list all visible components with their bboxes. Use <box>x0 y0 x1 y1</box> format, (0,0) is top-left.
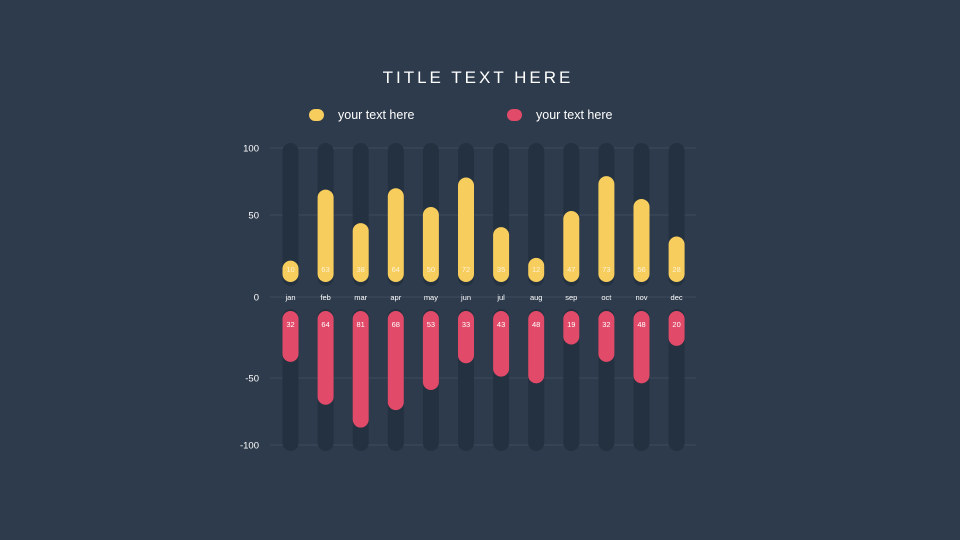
data-label-series-1: 64 <box>392 265 400 274</box>
data-label-series-2: 33 <box>462 320 470 329</box>
data-label-series-1: 47 <box>567 265 575 274</box>
chart-title: TITLE TEXT HERE <box>382 68 574 87</box>
data-label-series-1: 56 <box>637 265 645 274</box>
bar-series-1 <box>528 257 545 282</box>
data-label-series-1: 50 <box>427 265 435 274</box>
data-label-series-2: 19 <box>567 320 575 329</box>
bar-series-1 <box>493 227 510 282</box>
bar-series-2 <box>598 311 615 362</box>
bar-series-1 <box>563 211 580 282</box>
bar-series-2 <box>458 311 474 364</box>
data-label-series-2: 43 <box>497 320 505 329</box>
data-label-series-1: 28 <box>672 265 680 274</box>
data-label-series-2: 48 <box>637 320 645 329</box>
bar-track-upper <box>528 143 545 286</box>
y-tick-label: -100 <box>240 441 259 452</box>
data-label-series-2: 81 <box>357 320 365 329</box>
x-tick-label: mar <box>354 293 367 302</box>
bar-series-1 <box>633 198 650 282</box>
x-tick-label: apr <box>390 293 401 302</box>
x-tick-label: oct <box>601 293 612 302</box>
bar-series-1 <box>422 207 439 282</box>
data-label-series-2: 32 <box>286 320 294 329</box>
data-label-series-1: 35 <box>497 265 505 274</box>
data-label-series-1: 38 <box>357 265 365 274</box>
bar-series-2 <box>668 311 685 346</box>
data-label-series-1: 73 <box>602 265 610 274</box>
data-label-series-1: 10 <box>286 265 294 274</box>
x-tick-label: jul <box>496 293 505 302</box>
data-label-series-2: 68 <box>392 320 400 329</box>
bar-series-2 <box>528 311 545 384</box>
data-label-series-2: 20 <box>672 320 680 329</box>
bar-series-1 <box>317 189 334 282</box>
data-label-series-1: 72 <box>462 265 470 274</box>
bar-series-2 <box>633 311 650 384</box>
bar-track-lower <box>563 309 580 451</box>
legend-label-series-1: your text here <box>338 108 415 122</box>
bar-series-2 <box>563 311 580 345</box>
y-tick-label: 50 <box>248 211 259 222</box>
bar-track-upper <box>282 143 299 286</box>
bar-series-2 <box>282 311 299 362</box>
bar-series-1 <box>458 177 474 282</box>
bar-series-1 <box>282 260 299 282</box>
y-tick-label: -50 <box>245 374 259 385</box>
legend-swatch-series-2 <box>507 109 522 121</box>
legend-swatch-series-1 <box>309 109 324 121</box>
bar-series-2 <box>352 311 369 428</box>
y-tick-label: 100 <box>243 144 259 155</box>
data-label-series-1: 12 <box>532 265 540 274</box>
x-tick-label: aug <box>530 293 543 302</box>
legend-label-series-2: your text here <box>536 108 613 122</box>
bar-series-2 <box>317 311 334 405</box>
bar-series-2 <box>493 311 510 377</box>
x-tick-label: dec <box>671 293 683 302</box>
x-tick-label: feb <box>320 293 330 302</box>
x-tick-label: sep <box>565 293 577 302</box>
data-label-series-2: 32 <box>602 320 610 329</box>
data-label-series-1: 63 <box>321 265 329 274</box>
x-tick-label: jan <box>284 293 295 302</box>
data-label-series-2: 48 <box>532 320 540 329</box>
data-label-series-2: 53 <box>427 320 435 329</box>
data-label-series-2: 64 <box>321 320 329 329</box>
legend-item-series-1: your text here <box>309 106 414 124</box>
bar-series-2 <box>387 311 404 411</box>
x-tick-label: may <box>424 293 438 302</box>
bar-series-1 <box>387 188 404 282</box>
bar-series-1 <box>598 176 615 282</box>
bar-series-2 <box>422 311 439 391</box>
y-tick-label: 0 <box>254 293 259 304</box>
x-tick-label: jun <box>460 293 471 302</box>
bar-series-1 <box>352 223 369 282</box>
legend-item-series-2: your text here <box>507 106 612 124</box>
x-tick-label: nov <box>635 293 647 302</box>
bar-series-1 <box>668 236 685 282</box>
